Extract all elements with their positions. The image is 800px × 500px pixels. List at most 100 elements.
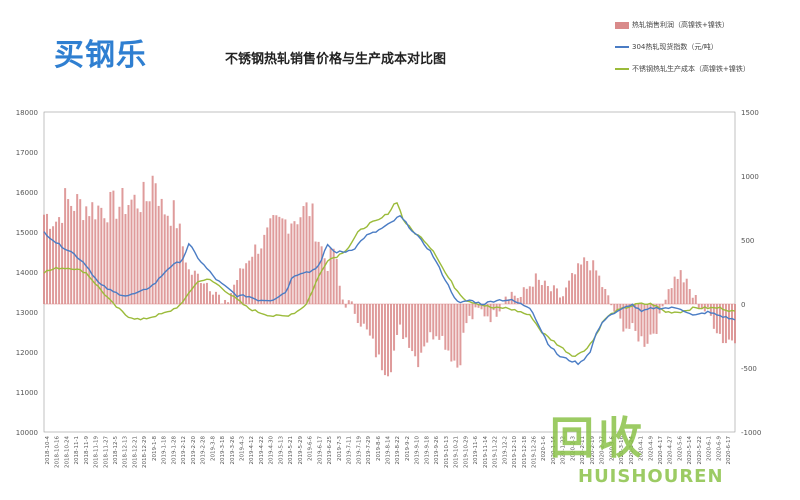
left-tick-label: 11000	[16, 389, 38, 397]
profit-bar	[453, 304, 456, 361]
profit-bar	[184, 262, 187, 304]
left-tick-label: 12000	[16, 349, 38, 357]
x-tick-label: 2019-4-30	[269, 436, 275, 465]
profit-bar	[347, 300, 350, 304]
legend-swatch-profit	[615, 21, 629, 29]
x-tick-label: 2020-4-1	[639, 436, 645, 461]
profit-bar	[426, 304, 429, 343]
profit-bar	[604, 289, 607, 304]
profit-bar	[133, 194, 136, 304]
profit-bar	[697, 304, 700, 309]
x-tick-label: 2020-6-1	[707, 436, 713, 461]
profit-bar	[664, 299, 667, 304]
profit-bar	[139, 212, 142, 304]
series-line-price	[43, 214, 736, 366]
profit-bar	[236, 280, 239, 304]
profit-bar	[178, 223, 181, 304]
profit-bar	[447, 304, 450, 351]
profit-bar	[151, 175, 154, 304]
x-tick-label: 2019-3-18	[220, 436, 226, 465]
profit-bar	[202, 283, 205, 304]
profit-bar	[218, 294, 221, 304]
profit-bar	[365, 304, 368, 330]
profit-bar	[79, 199, 82, 304]
profit-bar	[402, 304, 405, 340]
profit-bar	[266, 227, 269, 304]
profit-bar	[601, 287, 604, 304]
profit-bar	[290, 223, 293, 304]
profit-bar	[712, 304, 715, 329]
profit-bar	[326, 270, 329, 304]
profit-bar	[631, 304, 634, 324]
profit-bar	[534, 273, 537, 304]
x-tick-label: 2018-11-1	[74, 436, 80, 464]
profit-bar	[688, 289, 691, 304]
profit-bar	[371, 304, 374, 339]
x-tick-label: 2018-11-19	[94, 436, 100, 468]
profit-bar	[432, 304, 435, 340]
profit-bar	[456, 304, 459, 368]
profit-bar	[58, 217, 61, 304]
profit-bar	[724, 304, 727, 344]
x-tick-label: 2019-9-2	[405, 436, 411, 461]
profit-bar	[121, 187, 124, 304]
profit-bar	[516, 298, 519, 304]
x-tick-label: 2020-2-19	[590, 436, 596, 465]
profit-bar	[489, 304, 492, 323]
profit-bar	[595, 270, 598, 304]
profit-bar	[272, 215, 275, 304]
x-tick-label: 2019-12-2	[502, 436, 508, 464]
x-tick-label: 2020-1-22	[561, 436, 567, 464]
profit-bar	[625, 304, 628, 329]
profit-bar	[568, 280, 571, 304]
profit-bar	[193, 270, 196, 304]
x-tick-label: 2020-6-9	[716, 436, 722, 461]
profit-bar	[251, 256, 254, 304]
x-tick-label: 2019-1-8	[152, 436, 158, 461]
profit-bar	[444, 304, 447, 350]
profit-bar	[356, 304, 359, 324]
x-tick-label: 2019-4-3	[240, 436, 246, 461]
x-tick-label: 2020-4-17	[658, 436, 664, 465]
x-tick-label: 2019-12-10	[512, 436, 518, 468]
profit-bar	[380, 304, 383, 371]
profit-bar	[676, 278, 679, 304]
x-tick-label: 2018-11-9	[84, 436, 90, 465]
profit-bar	[531, 286, 534, 304]
profit-bar	[233, 284, 236, 304]
profit-bar	[715, 304, 718, 334]
profit-bar	[408, 304, 411, 348]
profit-bar	[528, 286, 531, 304]
profit-bar	[383, 304, 386, 376]
profit-bar	[94, 219, 97, 304]
profit-bar	[263, 234, 266, 304]
profit-bar	[281, 218, 284, 304]
profit-bar	[709, 304, 712, 316]
profit-bar	[598, 275, 601, 304]
profit-bar	[691, 297, 694, 304]
profit-bar	[248, 260, 251, 304]
x-tick-label: 2020-5-22	[697, 436, 703, 464]
profit-bar	[646, 304, 649, 344]
x-tick-label: 2019-5-21	[288, 436, 294, 464]
x-tick-label: 2019-7-19	[356, 436, 362, 465]
left-tick-label: 17000	[16, 149, 38, 157]
profit-bar	[359, 304, 362, 327]
profit-bar	[329, 248, 332, 304]
profit-bar	[396, 304, 399, 335]
left-tick-label: 13000	[16, 309, 38, 317]
profit-bar	[187, 269, 190, 304]
watermark-en: HUISHOUREN	[578, 466, 724, 487]
profit-bar	[616, 304, 619, 311]
x-tick-label: 2018-12-13	[123, 436, 129, 468]
profit-bar	[136, 208, 139, 304]
x-tick-label: 2020-1-6	[541, 436, 547, 461]
profit-bar	[163, 214, 166, 304]
plot-frame	[43, 111, 736, 433]
profit-bar	[694, 295, 697, 304]
profit-bar	[106, 222, 109, 304]
right-tick-label: -500	[741, 365, 757, 373]
profit-bar	[224, 299, 227, 304]
x-tick-label: 2019-7-3	[337, 436, 343, 461]
x-tick-label: 2019-2-12	[181, 436, 187, 464]
